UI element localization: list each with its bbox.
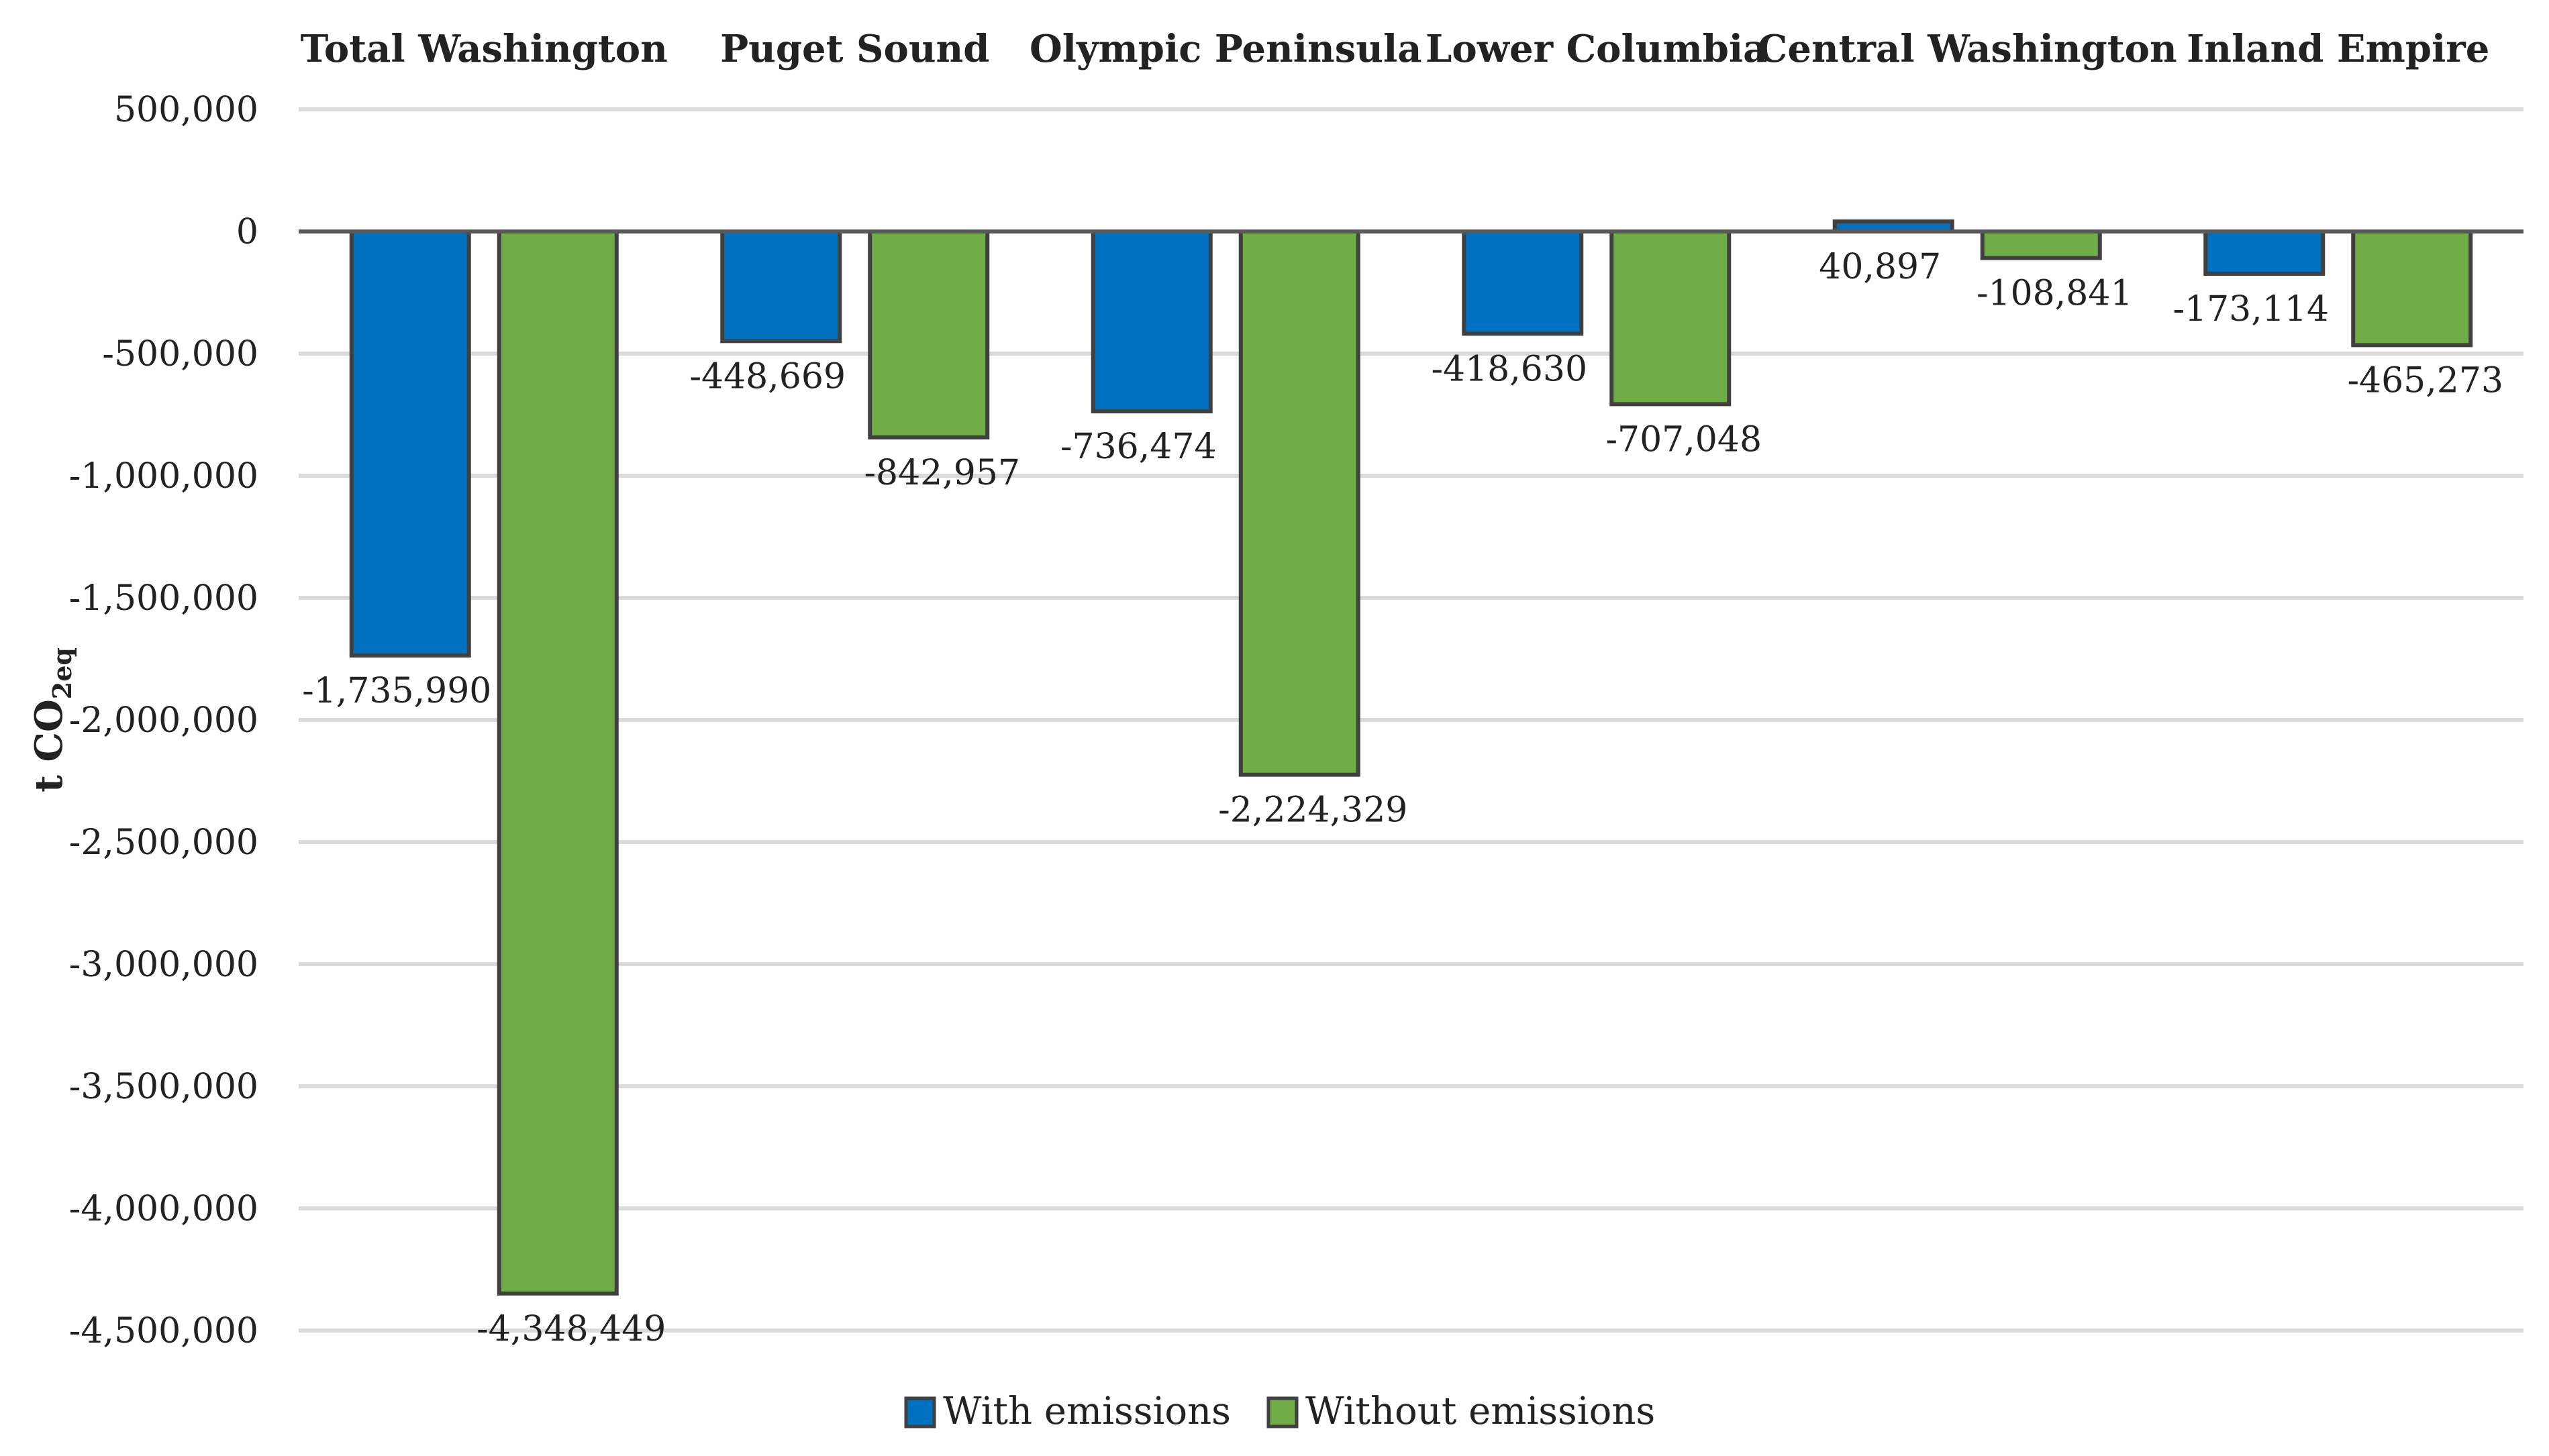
y-tick-label: -2,000,000 <box>69 700 258 741</box>
data-label: -108,841 <box>1977 274 2133 314</box>
category-label: Central Washington <box>1758 27 2177 71</box>
bar-without-emissions <box>2351 229 2473 348</box>
bar-without-emissions <box>1609 229 1732 407</box>
bar-without-emissions <box>1238 229 1360 777</box>
category-label: Inland Empire <box>2187 27 2489 71</box>
y-tick-labels: 500,000 0 -500,000 -1,000,000 -1,500,000 -2,0… <box>69 90 258 1351</box>
y-tick-label: 500,000 <box>114 90 258 130</box>
y-axis-title-group: t CO2eq <box>27 647 77 792</box>
legend: With emissions Without emissions <box>904 1390 1655 1433</box>
legend-swatch <box>1266 1396 1299 1428</box>
data-labels: -1,735,990 -4,348,449 -448,669 -842,957 -736… <box>302 247 2503 1349</box>
y-tick-label: -1,500,000 <box>69 578 258 619</box>
bar-with-emissions <box>720 229 842 344</box>
category-label: Puget Sound <box>720 27 989 71</box>
legend-label: Without emissions <box>1305 1390 1655 1433</box>
y-tick-label: -4,500,000 <box>69 1311 258 1351</box>
data-label: -4,348,449 <box>477 1309 666 1349</box>
data-label: -842,957 <box>864 453 1020 493</box>
y-tick-label: -3,000,000 <box>69 945 258 985</box>
gridlines <box>299 107 2523 1333</box>
bar-with-emissions <box>2203 229 2326 276</box>
y-tick-label: 0 <box>236 212 258 252</box>
category-label: Olympic Peninsula <box>1030 27 1422 71</box>
y-axis-title: t CO2eq <box>27 647 77 792</box>
data-label: -465,273 <box>2347 360 2503 401</box>
data-label: 40,897 <box>1819 247 1941 287</box>
y-tick-label: -4,000,000 <box>69 1189 258 1229</box>
data-label: -736,474 <box>1060 427 1217 467</box>
y-tick-label: -500,000 <box>102 334 258 374</box>
bar-without-emissions <box>1980 229 2102 260</box>
data-label: -448,669 <box>689 356 846 397</box>
y-tick-label: -1,000,000 <box>69 456 258 497</box>
data-label: -2,224,329 <box>1218 790 1407 831</box>
category-labels: Total Washington Puget Sound Olympic Penin… <box>301 27 2490 71</box>
legend-label: With emissions <box>943 1390 1231 1433</box>
bar-with-emissions <box>1462 229 1584 336</box>
y-tick-label: -3,500,000 <box>69 1067 258 1107</box>
bar-with-emissions <box>1091 229 1213 414</box>
bar-without-emissions <box>497 229 619 1296</box>
legend-swatch <box>904 1396 936 1428</box>
category-label: Total Washington <box>301 27 668 71</box>
bar-with-emissions <box>349 229 471 658</box>
category-label: Lower Columbia <box>1426 27 1767 71</box>
y-tick-label: -2,500,000 <box>69 823 258 863</box>
bar-without-emissions <box>868 229 990 439</box>
bars <box>349 219 2473 1296</box>
data-label: -707,048 <box>1605 419 1762 460</box>
data-label: -418,630 <box>1431 349 1587 389</box>
data-label: -1,735,990 <box>302 671 491 711</box>
data-label: -173,114 <box>2172 289 2329 329</box>
